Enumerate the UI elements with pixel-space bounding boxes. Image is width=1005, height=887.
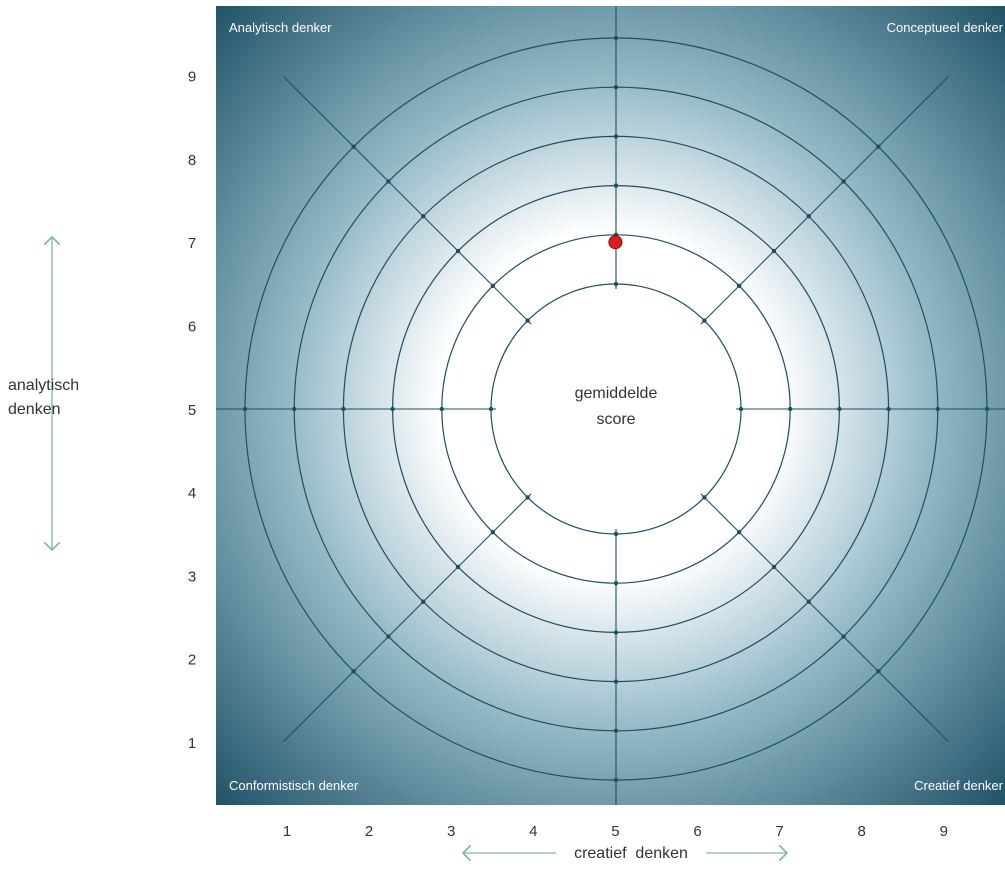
grid-node <box>613 531 619 537</box>
grid-node <box>886 406 891 412</box>
grid-node <box>841 634 846 639</box>
grid-node <box>806 599 811 604</box>
x-tick-label: 8 <box>858 823 866 840</box>
x-tick-label: 2 <box>365 823 373 840</box>
y-axis-label-line2: denken <box>8 401 61 418</box>
y-tick-label: 3 <box>188 568 196 585</box>
grid-node <box>771 248 777 254</box>
grid-node <box>613 183 619 188</box>
grid-spoke <box>700 76 949 325</box>
grid-node <box>242 406 248 412</box>
grid-node <box>390 406 395 412</box>
y-tick-label: 7 <box>188 235 196 252</box>
grid-node <box>351 144 356 149</box>
grid-node <box>837 406 842 412</box>
y-tick-label: 5 <box>188 402 196 419</box>
x-tick-label: 5 <box>611 823 619 840</box>
grid-node <box>488 406 494 412</box>
data-point <box>608 235 623 250</box>
grid-node <box>421 214 426 219</box>
grid-node <box>386 634 391 639</box>
grid-node <box>736 283 742 289</box>
grid-node <box>455 564 461 570</box>
grid-node <box>788 406 793 412</box>
grid-node <box>935 406 940 412</box>
grid-node <box>421 599 426 604</box>
x-tick-label: 1 <box>283 823 291 840</box>
corner-label-bottom-right: Creatief denker <box>914 778 1004 793</box>
y-tick-label: 9 <box>188 69 196 86</box>
grid-node <box>841 179 846 184</box>
grid-node <box>613 85 619 90</box>
x-tick-label: 7 <box>775 823 783 840</box>
grid-node <box>613 630 619 635</box>
grid-node <box>455 248 461 254</box>
grid-node <box>876 144 881 149</box>
y-tick-label: 2 <box>188 652 196 669</box>
grid-spoke <box>283 76 532 325</box>
grid-node <box>702 318 707 323</box>
x-tick-label: 9 <box>940 823 948 840</box>
grid-node <box>738 406 744 412</box>
grid-node <box>351 669 356 674</box>
grid-node <box>525 318 530 323</box>
grid-node <box>613 281 619 287</box>
grid-node <box>771 564 777 570</box>
y-tick-label: 4 <box>188 485 196 502</box>
grid-node <box>292 406 297 412</box>
grid-node <box>613 581 619 586</box>
grid-node <box>984 406 990 412</box>
grid-node <box>525 495 530 500</box>
grid-node <box>736 529 742 535</box>
center-label-line1: gemiddelde <box>575 385 658 402</box>
x-axis-label: creatief denken <box>574 845 688 862</box>
grid-node <box>806 214 811 219</box>
y-axis-label-line1: analytisch <box>8 377 79 394</box>
x-tick-label: 4 <box>529 823 537 840</box>
center-disc <box>496 289 736 529</box>
x-tick-label: 6 <box>693 823 701 840</box>
grid-node <box>613 35 619 41</box>
corner-label-top-right: Conceptueel denker <box>887 20 1004 35</box>
y-tick-label: 1 <box>188 735 196 752</box>
center-label-line2: score <box>596 411 635 428</box>
grid-spoke <box>700 493 949 742</box>
grid-node <box>613 777 619 783</box>
grid-node <box>613 679 619 684</box>
x-tick-label: 3 <box>447 823 455 840</box>
grid-node <box>613 134 619 139</box>
grid-node <box>876 669 881 674</box>
grid-node <box>439 406 444 412</box>
grid-node <box>613 728 619 733</box>
grid-node <box>341 406 346 412</box>
corner-label-top-left: Analytisch denker <box>229 20 332 35</box>
y-tick-label: 6 <box>188 319 196 336</box>
y-tick-label: 8 <box>188 152 196 169</box>
grid-node <box>386 179 391 184</box>
grid-node <box>702 495 707 500</box>
corner-label-bottom-left: Conformistisch denker <box>229 778 359 793</box>
grid-node <box>490 283 496 289</box>
grid-node <box>490 529 496 535</box>
grid-spoke <box>283 493 532 742</box>
